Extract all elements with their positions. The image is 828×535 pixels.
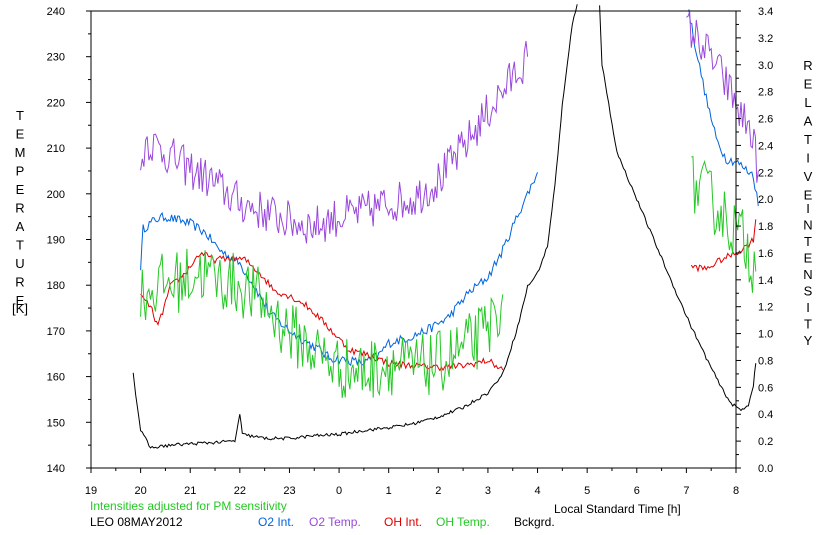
- right-tick-label: 0.8: [758, 355, 773, 367]
- oh-temp-line-2: [691, 156, 757, 293]
- right-axis-letter: T: [804, 234, 812, 249]
- left-tick-label: 190: [47, 235, 65, 247]
- right-tick-label: 2.8: [758, 87, 773, 99]
- right-axis-letter: E: [804, 188, 813, 203]
- left-axis-letter: U: [15, 256, 24, 271]
- right-axis-letter: E: [804, 251, 813, 266]
- right-axis-ticks: 0.0 0.2 0.4 0.6 0.8 1.0 1.2 1.4 1.6 1.8 2.0 2.2 2.4 2…: [736, 6, 773, 475]
- o2-temp-line-1: [140, 40, 529, 244]
- left-axis-letter: T: [16, 108, 24, 123]
- left-axis-letter: E: [16, 127, 25, 142]
- left-axis-letter: A: [16, 219, 25, 234]
- left-tick-label: 230: [47, 52, 65, 64]
- legend-oh-temp: OH Temp.: [436, 515, 490, 529]
- oh-int-line-2: [690, 219, 757, 273]
- left-tick-label: 170: [47, 326, 65, 338]
- right-tick-label: 0.4: [758, 409, 773, 421]
- x-tick-label: 22: [234, 485, 246, 497]
- right-tick-label: 2.6: [758, 114, 773, 126]
- right-tick-label: 0.0: [758, 463, 773, 475]
- bckgrd-line-1: [132, 4, 578, 449]
- o2-int-line-1: [140, 172, 538, 367]
- legend-o2-temp: O2 Temp.: [309, 515, 361, 529]
- plot-lines: [132, 4, 759, 449]
- left-axis-letter: E: [16, 293, 25, 308]
- right-axis-letter: N: [803, 218, 812, 233]
- x-tick-label: 4: [534, 485, 540, 497]
- right-axis-letter: E: [804, 77, 813, 92]
- x-tick-label: 8: [733, 485, 739, 497]
- right-axis-letter: S: [804, 284, 813, 299]
- left-tick-label: 180: [47, 280, 65, 292]
- left-tick-label: 210: [47, 143, 65, 155]
- plot-frame: [90, 10, 737, 469]
- x-tick-label: 6: [634, 485, 640, 497]
- right-axis-letter: V: [804, 169, 813, 184]
- right-tick-label: 1.2: [758, 302, 773, 314]
- right-tick-label: 3.2: [758, 33, 773, 45]
- right-axis-letter: T: [804, 317, 812, 332]
- x-tick-label: 20: [134, 485, 146, 497]
- right-axis-letter: L: [804, 95, 811, 110]
- left-axis-letter: E: [16, 182, 25, 197]
- right-axis-letter: N: [803, 267, 812, 282]
- left-axis-ticks: 140 150 160 170 180 190 200 210 220 230 240: [47, 6, 91, 475]
- right-axis-letter: R: [803, 58, 812, 73]
- right-tick-label: 2.0: [758, 194, 773, 206]
- right-axis-letter: I: [806, 151, 810, 166]
- right-tick-label: 3.0: [758, 60, 773, 72]
- x-tick-label: 7: [683, 485, 689, 497]
- x-tick-label: 0: [336, 485, 342, 497]
- right-axis-letter: I: [806, 201, 810, 216]
- oh-int-line-1: [140, 251, 504, 372]
- left-tick-label: 140: [47, 463, 65, 475]
- left-axis-letter: P: [16, 164, 25, 179]
- right-tick-label: 1.0: [758, 329, 773, 341]
- right-tick-label: 1.8: [758, 221, 773, 233]
- oh-temp-line-1: [140, 248, 504, 399]
- right-axis-letter: I: [806, 300, 810, 315]
- o2-int-line-2: [688, 9, 759, 206]
- left-axis-letter: R: [15, 275, 24, 290]
- x-tick-label: 3: [485, 485, 491, 497]
- bckgrd-line-2: [599, 5, 757, 412]
- left-axis-unit: [K]: [12, 301, 28, 316]
- left-axis-letter: T: [16, 238, 24, 253]
- left-tick-label: 240: [47, 6, 65, 18]
- left-tick-label: 150: [47, 417, 65, 429]
- x-tick-label: 19: [85, 485, 97, 497]
- x-axis-label: Local Standard Time [h]: [554, 502, 681, 516]
- left-tick-label: 220: [47, 97, 65, 109]
- left-axis-letter: R: [15, 201, 24, 216]
- station-label: LEO 08MAY2012: [90, 515, 183, 529]
- right-axis-letter: A: [804, 114, 813, 129]
- x-tick-label: 5: [584, 485, 590, 497]
- right-tick-label: 3.4: [758, 6, 773, 18]
- right-tick-label: 0.2: [758, 436, 773, 448]
- legend-bckgrd: Bckgrd.: [514, 515, 555, 529]
- legend-oh-int: OH Int.: [384, 515, 422, 529]
- legend-o2-int: O2 Int.: [258, 515, 294, 529]
- right-tick-label: 2.2: [758, 167, 773, 179]
- left-axis-letter: M: [15, 145, 26, 160]
- x-tick-label: 21: [184, 485, 196, 497]
- x-tick-label: 2: [435, 485, 441, 497]
- pm-sensitivity-note: Intensities adjusted for PM sensitivity: [90, 499, 287, 513]
- right-tick-label: 1.4: [758, 275, 773, 287]
- right-axis-letter: T: [804, 132, 812, 147]
- left-tick-label: 200: [47, 189, 65, 201]
- right-axis-letter: Y: [804, 333, 813, 348]
- x-tick-label: 1: [386, 485, 392, 497]
- right-tick-label: 1.6: [758, 248, 773, 260]
- x-tick-label: 23: [283, 485, 295, 497]
- x-axis-ticks: 19 20 21 22 23 0 1 2 3 4 5 6 7 8: [85, 468, 739, 497]
- right-tick-label: 2.4: [758, 140, 773, 152]
- left-tick-label: 160: [47, 372, 65, 384]
- right-tick-label: 0.6: [758, 382, 773, 394]
- o2-temp-line-2: [686, 11, 759, 183]
